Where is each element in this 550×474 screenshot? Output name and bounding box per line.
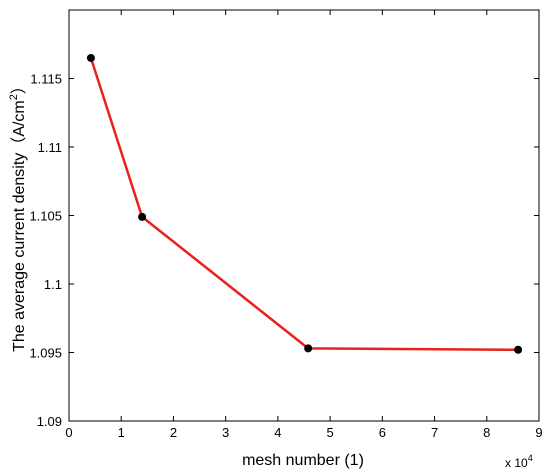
- x-multiplier-exponent: 4: [528, 453, 533, 463]
- y-tick-label: 1.11: [38, 140, 62, 155]
- series-line: [89, 57, 519, 352]
- y-tick-label: 1.105: [29, 209, 62, 224]
- x-tick-label: 2: [170, 425, 177, 440]
- x-tick-label: 8: [483, 425, 490, 440]
- y-tick-label: 1.1: [44, 277, 62, 292]
- y-axis-title-text: The average current density: [11, 153, 28, 352]
- y-tick-label: 1.095: [29, 346, 62, 361]
- x-tick-label: 4: [274, 425, 281, 440]
- data-point: [304, 344, 313, 353]
- data-point: [514, 345, 523, 354]
- x-axis-multiplier: x 104: [505, 453, 533, 470]
- x-multiplier-base: x 10: [505, 456, 528, 470]
- y-axis-unit-exponent: 2: [8, 94, 20, 100]
- x-tick-label: 0: [65, 425, 72, 440]
- plot-area: [68, 9, 540, 422]
- x-axis-title: mesh number (1): [242, 452, 364, 469]
- y-axis-title: The average current density（A/cm2）: [8, 78, 28, 352]
- y-ticks: 1.09 1.095 1.1 1.105 1.11 1.115: [29, 72, 539, 429]
- x-tick-label: 1: [118, 425, 125, 440]
- y-axis-unit: （A/cm: [10, 100, 28, 152]
- x-tick-label: 5: [326, 425, 333, 440]
- y-axis-unit-close: ）: [10, 78, 28, 94]
- x-tick-label: 7: [431, 425, 438, 440]
- x-ticks: 0 1 2 3 4 5 6 7 8 9: [65, 10, 543, 440]
- series-layer: [86, 53, 523, 354]
- y-tick-label: 1.09: [37, 414, 62, 429]
- y-tick-label: 1.115: [30, 72, 62, 87]
- x-tick-label: 6: [379, 425, 386, 440]
- x-tick-label: 9: [535, 425, 542, 440]
- data-point: [138, 212, 147, 221]
- x-tick-label: 3: [222, 425, 229, 440]
- data-point: [86, 53, 95, 62]
